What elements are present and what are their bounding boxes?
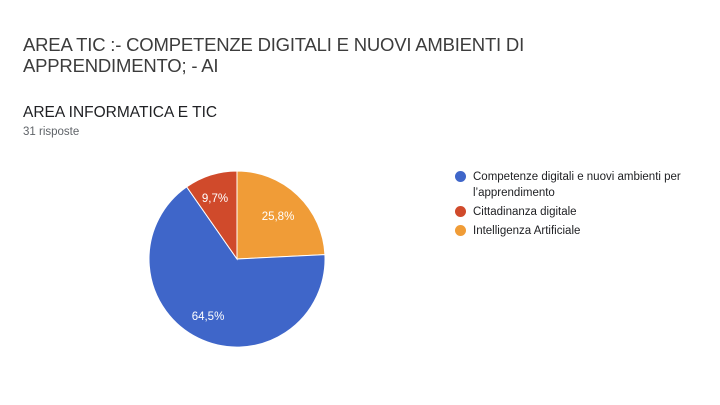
slice-cittadinanza-digitale[interactable]: [186, 170, 238, 261]
slice-label-competenze: 64,5%: [192, 311, 225, 323]
slice-label-cittadinanza: 9,7%: [202, 193, 228, 205]
legend-item-cittadinanza[interactable]: Cittadinanza digitale: [455, 204, 705, 220]
red-circle-icon: [455, 206, 466, 217]
legend-item-intelligenza[interactable]: Intelligenza Artificiale: [455, 223, 705, 239]
legend-item-competenze[interactable]: Competenze digitali e nuovi ambienti per…: [455, 169, 705, 201]
legend-label: Cittadinanza digitale: [473, 206, 577, 218]
legend-label: Intelligenza Artificiale: [473, 225, 581, 237]
orange-circle-icon: [455, 225, 466, 236]
blue-circle-icon: [455, 171, 466, 182]
slide-title: AREA TIC :- COMPETENZE DIGITALI E NUOVI …: [23, 34, 525, 76]
chart-title: AREA INFORMATICA E TIC: [23, 104, 218, 121]
chart-legend: Competenze digitali e nuovi ambienti per…: [455, 169, 705, 242]
slice-competenze-digitali[interactable]: [148, 186, 326, 348]
legend-label: Competenze digitali e nuovi ambienti per…: [473, 171, 681, 199]
slice-intelligenza-artificiale[interactable]: [236, 170, 326, 260]
slice-label-intelligenza: 25,8%: [262, 211, 295, 223]
response-count: 31 risposte: [23, 126, 80, 138]
